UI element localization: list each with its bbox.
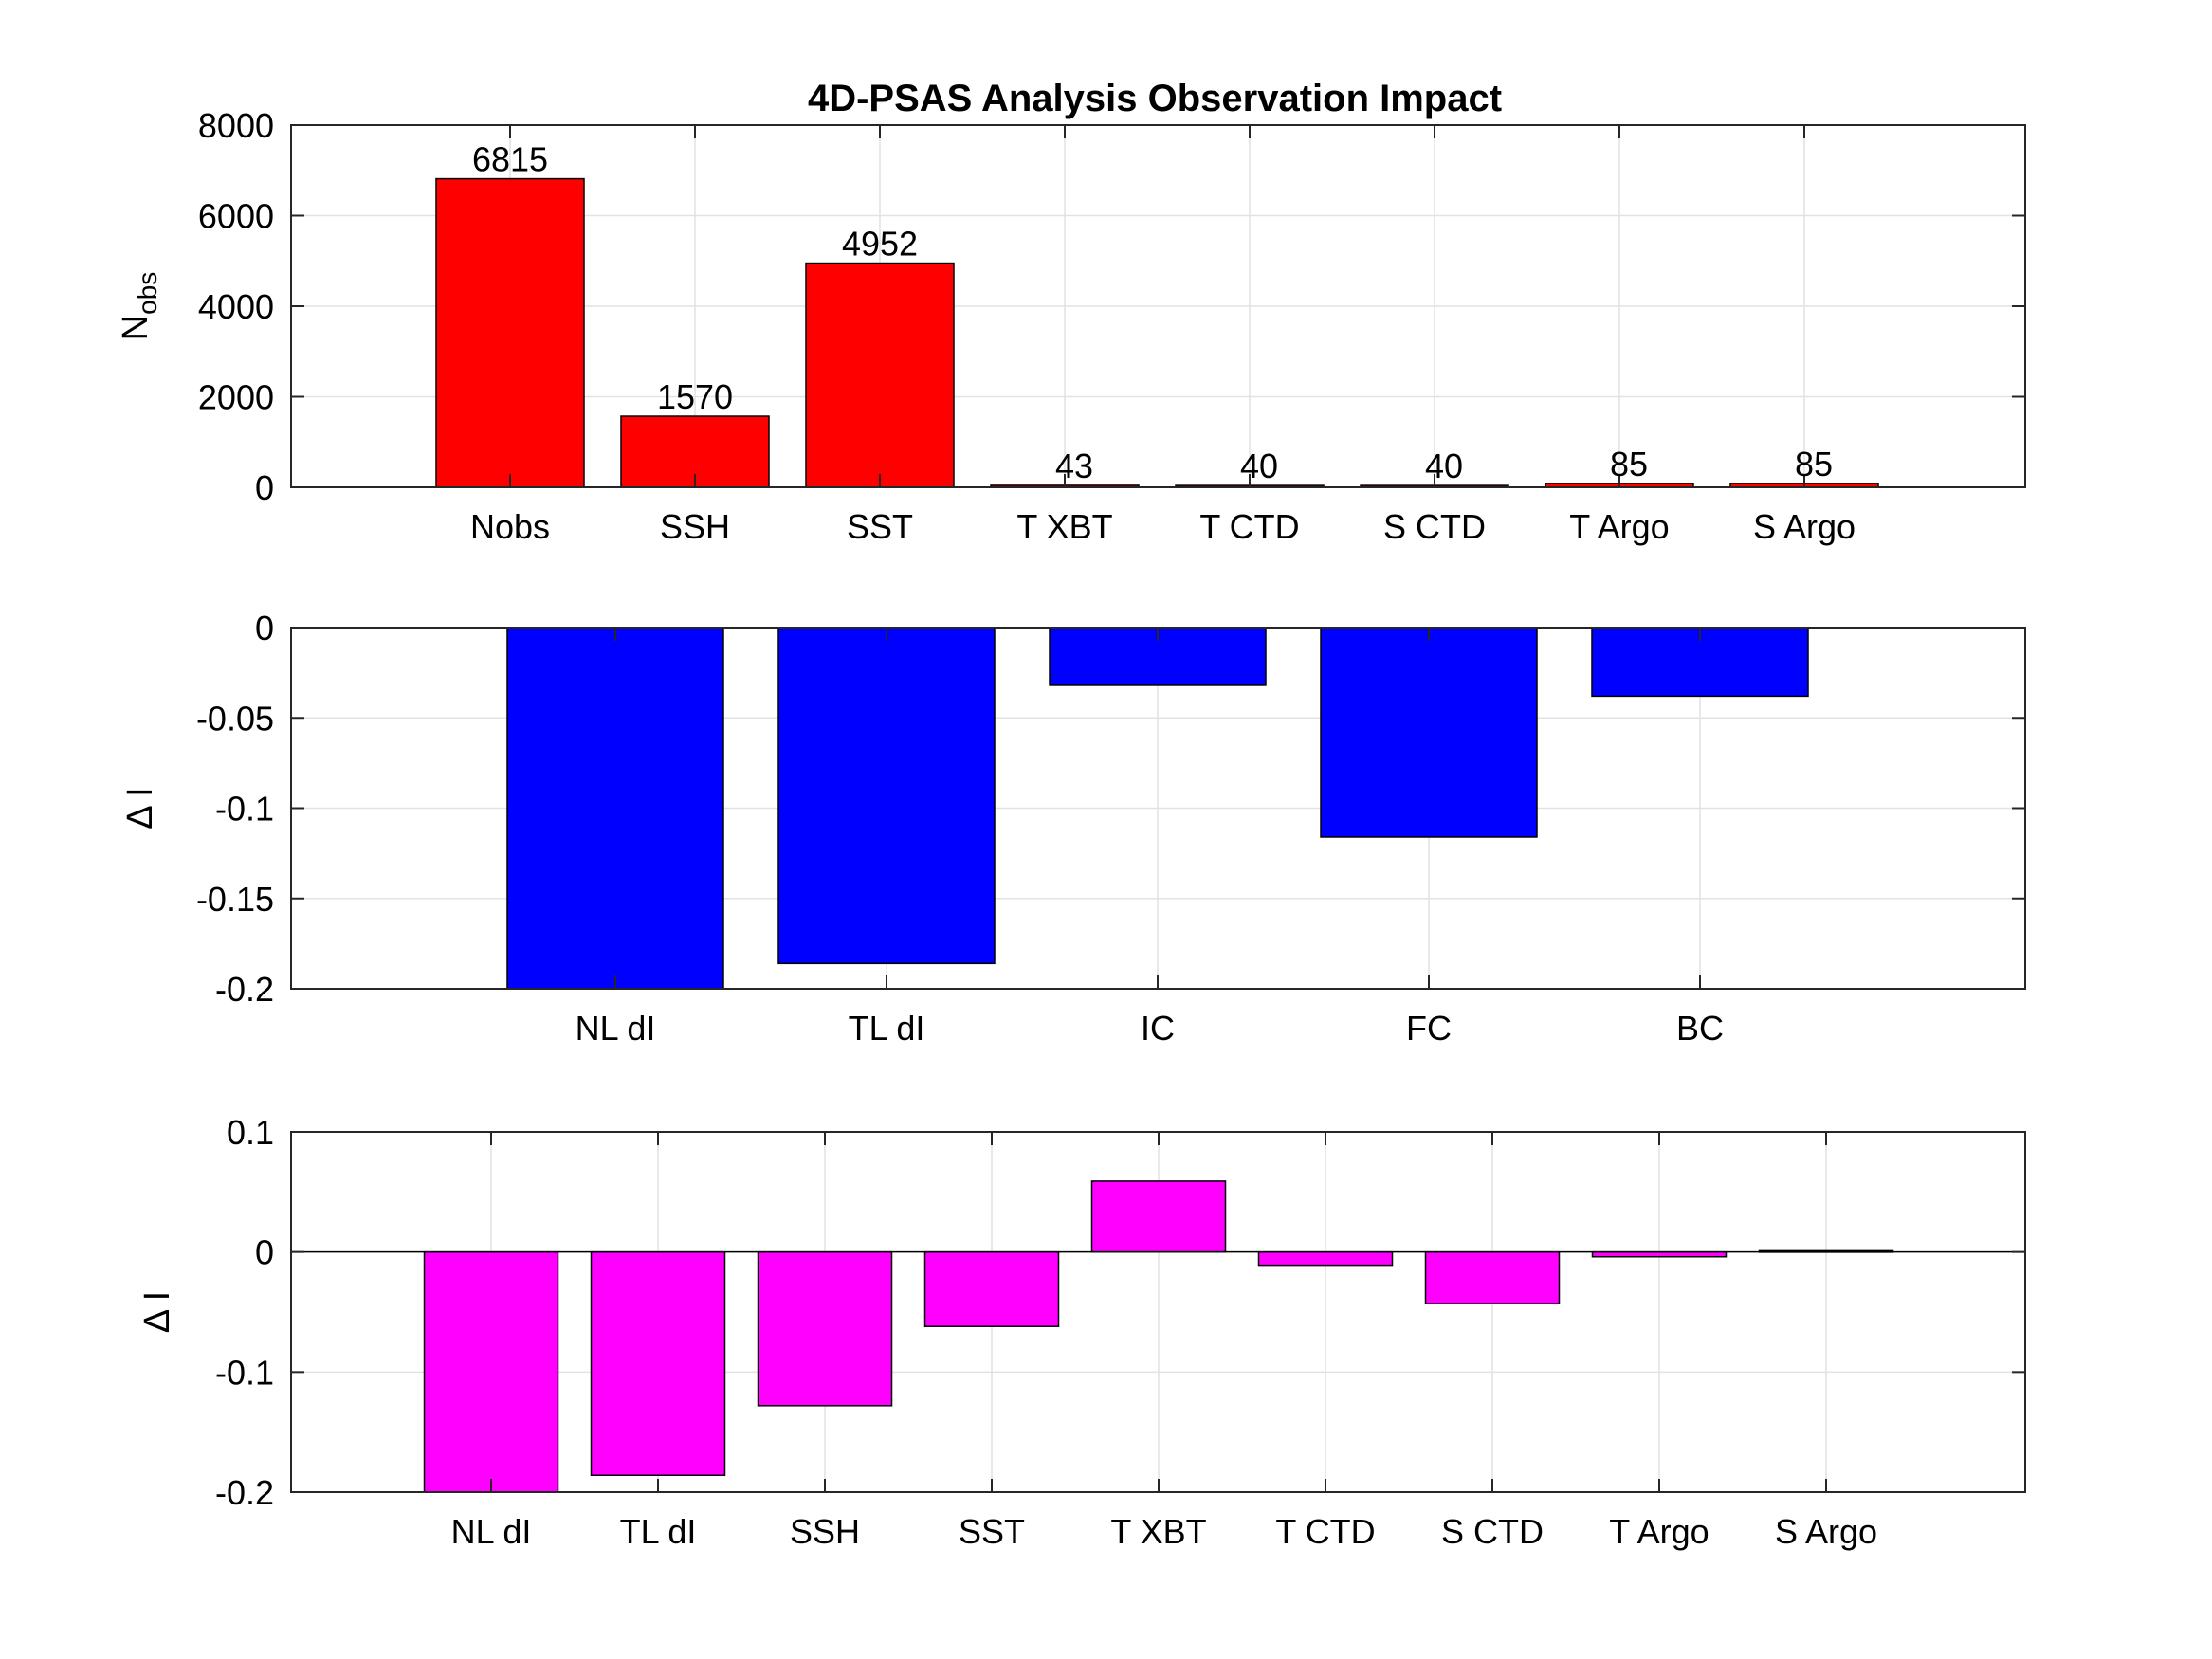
x-tick-label: IC bbox=[1141, 1009, 1175, 1048]
y-tick-label: 6000 bbox=[198, 197, 274, 236]
x-tick-label: TL dI bbox=[620, 1512, 697, 1551]
x-tick-label: SST bbox=[847, 507, 913, 546]
y-tick-label: 2000 bbox=[198, 378, 274, 417]
bar-3 bbox=[805, 262, 955, 488]
data-label: 85 bbox=[1610, 445, 1648, 483]
x-tick-label: SSH bbox=[660, 507, 730, 546]
x-tick-label: TL dI bbox=[849, 1009, 925, 1048]
bar-2 bbox=[590, 1250, 726, 1477]
x-tick-label: T Argo bbox=[1569, 507, 1669, 546]
data-label: 1570 bbox=[657, 377, 733, 416]
x-tick-label: NL dI bbox=[576, 1009, 656, 1048]
y-axis-label: Nobs bbox=[116, 272, 162, 341]
y-axis-label-subscript: obs bbox=[133, 272, 162, 315]
y-tick-label: 0 bbox=[255, 1233, 274, 1272]
x-tick-label: T Argo bbox=[1609, 1512, 1709, 1551]
data-label: 40 bbox=[1425, 447, 1463, 485]
data-label: 4952 bbox=[842, 225, 918, 264]
x-tick-label: S CTD bbox=[1441, 1512, 1544, 1551]
y-tick-label: -0.2 bbox=[215, 970, 274, 1009]
y-tick-label: -0.1 bbox=[215, 790, 274, 829]
y-tick-label: -0.1 bbox=[215, 1353, 274, 1392]
x-tick-label: NL dI bbox=[451, 1512, 532, 1551]
x-tick-label: FC bbox=[1406, 1009, 1452, 1048]
y-axis-label: Δ I bbox=[120, 787, 160, 829]
x-tick-label: SSH bbox=[790, 1512, 860, 1551]
y-tick-label: 0 bbox=[255, 609, 274, 647]
x-tick-label: BC bbox=[1676, 1009, 1724, 1048]
x-tick-label: S Argo bbox=[1753, 507, 1856, 546]
subplot-delta-i-by-observation: NL dI TL dI SSH SST T XBT T CTD S CTD T Argo S A… bbox=[137, 1113, 2026, 1551]
x-tick-label: SST bbox=[959, 1512, 1025, 1551]
data-label: 6815 bbox=[472, 140, 548, 179]
chart-title: 4D-PSAS Analysis Observation Impact bbox=[808, 78, 1502, 119]
x-tick-label: T XBT bbox=[1110, 1512, 1206, 1551]
x-tick-label: T CTD bbox=[1199, 507, 1299, 546]
bar-1 bbox=[423, 1250, 559, 1493]
bar-1 bbox=[435, 177, 585, 488]
y-axis-label: Δ I bbox=[137, 1291, 177, 1333]
bar-1 bbox=[506, 627, 724, 990]
bar-7 bbox=[1424, 1250, 1561, 1304]
data-label: 40 bbox=[1240, 447, 1278, 485]
y-tick-label: 4000 bbox=[198, 287, 274, 326]
x-tick-label: S Argo bbox=[1775, 1512, 1877, 1551]
y-tick-label: 8000 bbox=[198, 106, 274, 145]
subplot-nobs: Nobs SSH SST T XBT T CTD S CTD T Argo S Argo 0 20… bbox=[116, 106, 2026, 546]
x-tick-label: T XBT bbox=[1016, 507, 1112, 546]
data-label: 43 bbox=[1055, 447, 1093, 485]
y-tick-label: -0.15 bbox=[196, 880, 274, 919]
bar-3 bbox=[757, 1250, 893, 1407]
y-tick-label: -0.2 bbox=[215, 1473, 274, 1512]
y-tick-label: 0.1 bbox=[227, 1113, 274, 1152]
bar-4 bbox=[923, 1250, 1060, 1327]
bar-5 bbox=[1090, 1180, 1227, 1253]
y-tick-label: 0 bbox=[255, 468, 274, 507]
bar-6 bbox=[1257, 1250, 1394, 1267]
x-tick-label: S CTD bbox=[1383, 507, 1486, 546]
bar-4 bbox=[1320, 627, 1538, 838]
x-tick-label: T CTD bbox=[1275, 1512, 1375, 1551]
bar-2 bbox=[777, 627, 996, 965]
y-tick-label: -0.05 bbox=[196, 699, 274, 738]
y-axis-label-main: N bbox=[116, 315, 155, 340]
x-tick-label: Nobs bbox=[470, 507, 550, 546]
data-label: 85 bbox=[1795, 445, 1833, 483]
subplot-delta-i-components: NL dI TL dI IC FC BC -0.2 -0.15 -0.1 -0.05 0 Δ I bbox=[120, 609, 2026, 1048]
bar-8 bbox=[1591, 1250, 1728, 1258]
